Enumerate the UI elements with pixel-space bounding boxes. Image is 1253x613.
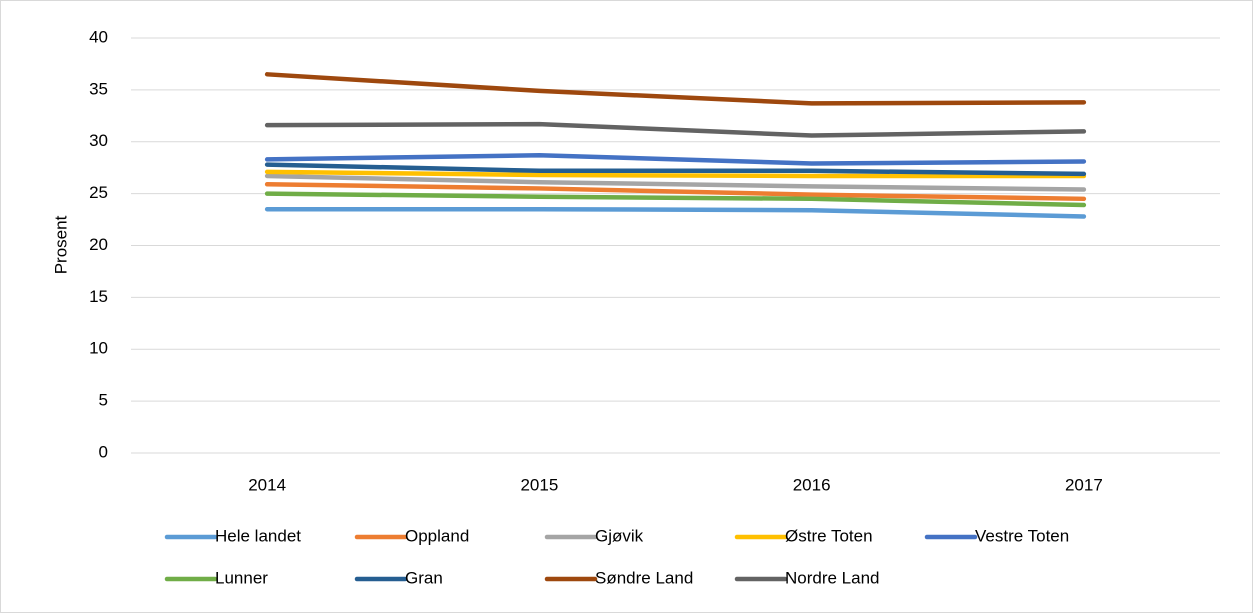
y-tick-label: 10 [89, 339, 108, 358]
legend-label: Gjøvik [595, 526, 644, 545]
y-tick-label: 20 [89, 235, 108, 254]
y-tick-label: 40 [89, 27, 108, 46]
y-tick-label: 15 [89, 287, 108, 306]
legend-label: Oppland [405, 526, 469, 545]
x-tick-label: 2015 [520, 475, 558, 494]
y-tick-label: 0 [99, 442, 108, 461]
y-tick-label: 30 [89, 131, 108, 150]
series-line [264, 182, 1087, 202]
legend-label: Søndre Land [595, 568, 693, 587]
legend-label: Østre Toten [785, 526, 873, 545]
y-axis-label: Prosent [51, 215, 70, 274]
legend-label: Nordre Land [785, 568, 880, 587]
x-tick-label: 2014 [248, 475, 286, 494]
y-tick-label: 35 [89, 79, 108, 98]
series-line [264, 152, 1087, 166]
series-line [264, 173, 1087, 192]
series-line [264, 191, 1087, 208]
y-tick-label: 5 [99, 391, 108, 410]
legend-label: Vestre Toten [975, 526, 1069, 545]
y-tick-label: 25 [89, 183, 108, 202]
series-line [264, 121, 1087, 138]
x-tick-label: 2016 [793, 475, 831, 494]
series-line [264, 162, 1087, 177]
x-tick-label: 2017 [1065, 475, 1103, 494]
series-line [264, 169, 1087, 179]
legend-label: Lunner [215, 568, 268, 587]
legend-label: Hele landet [215, 526, 301, 545]
series-line [264, 206, 1087, 219]
series-line [264, 72, 1087, 106]
legend-label: Gran [405, 568, 443, 587]
